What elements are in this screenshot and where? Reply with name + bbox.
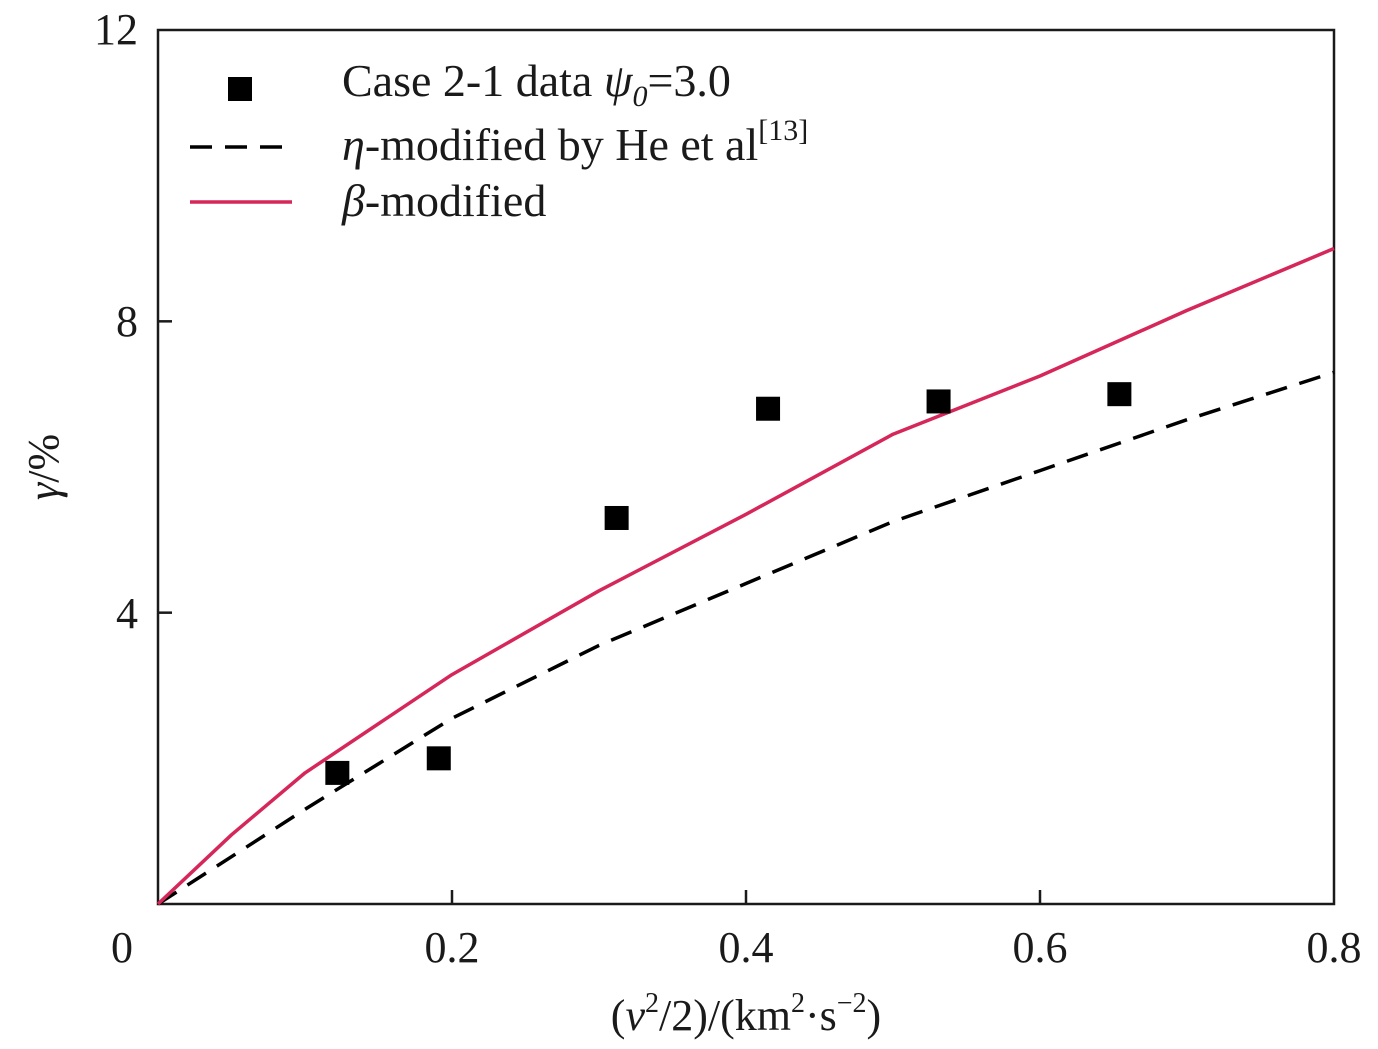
x-tick-label-0: 0 [111,923,133,972]
x-axis-label: (v2/2)/(km2·s−2) [611,988,881,1040]
legend-label-beta: β-modified [341,175,546,226]
legend-marker-data [228,77,252,101]
y-tick-label-4: 4 [116,589,138,638]
beta-modified-line [156,246,1335,906]
data-point-0 [325,760,350,785]
x-tick-label-4: 0.8 [1307,923,1362,972]
data-point-4 [926,389,951,414]
legend-label-eta: η-modified by He et al[13] [342,114,808,170]
x-tick-label-1: 0.2 [425,923,480,972]
ticks [158,320,1042,904]
eta-modified-line [157,370,1335,906]
legend-label-data: Case 2-1 data ψ0=3.0 [342,55,731,113]
y-tick-label-12: 12 [94,5,138,54]
y-axis-label: γ/% [19,434,68,500]
data-point-3 [756,396,781,421]
y-tick-label-8: 8 [116,297,138,346]
data-point-5 [1107,382,1132,407]
legend: Case 2-1 data ψ0=3.0 η-modified by He et… [190,55,808,226]
series-lines [156,246,1335,906]
series-points [325,382,1132,785]
data-point-2 [604,505,629,530]
x-tick-label-3: 0.6 [1013,923,1068,972]
data-point-1 [426,746,451,771]
x-tick-label-2: 0.4 [719,923,774,972]
